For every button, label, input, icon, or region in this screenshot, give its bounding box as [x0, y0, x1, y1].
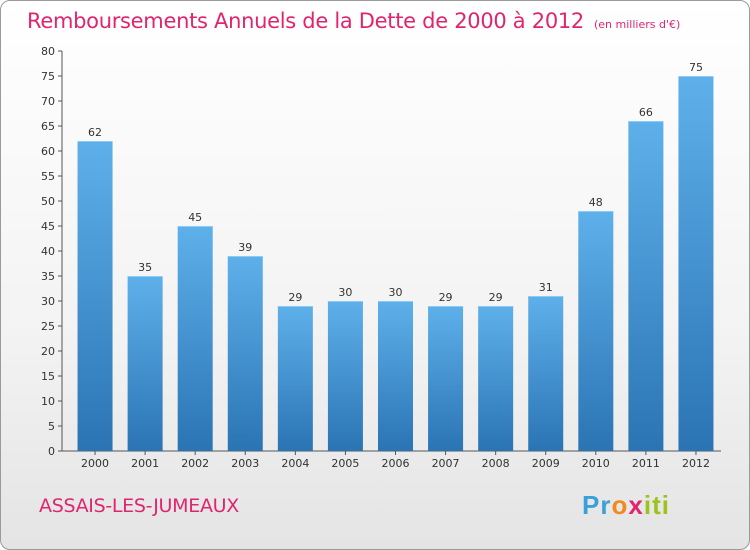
- y-tick-label: 15: [41, 370, 55, 383]
- proxiti-logo: Proxiti: [582, 490, 670, 521]
- y-tick-label: 20: [41, 345, 55, 358]
- chart-title: Remboursements Annuels de la Dette de 20…: [27, 9, 681, 33]
- bar: [327, 301, 363, 451]
- x-tick-label: 2010: [582, 457, 610, 470]
- bar: [378, 301, 413, 451]
- x-tick-label: 2007: [432, 457, 460, 470]
- y-tick-label: 50: [41, 195, 55, 208]
- data-label: 39: [238, 241, 252, 254]
- y-tick-label: 10: [41, 395, 55, 408]
- bar: [177, 226, 213, 451]
- bar: [77, 141, 113, 451]
- logo-letter: r: [600, 490, 612, 520]
- data-label: 29: [288, 291, 302, 304]
- data-label: 30: [389, 286, 403, 299]
- logo-letter: i: [661, 490, 670, 520]
- bar: [478, 306, 514, 451]
- x-tick-label: 2004: [281, 457, 309, 470]
- y-tick-label: 45: [41, 220, 55, 233]
- y-tick-label: 60: [41, 145, 55, 158]
- x-tick-label: 2001: [131, 457, 159, 470]
- data-label: 31: [539, 281, 553, 294]
- y-tick-label: 0: [48, 445, 55, 458]
- y-tick-label: 55: [41, 170, 55, 183]
- unit-label: (en milliers d'€): [594, 18, 681, 31]
- y-tick-label: 75: [41, 70, 55, 83]
- x-tick-label: 2006: [382, 457, 410, 470]
- data-label: 62: [88, 126, 102, 139]
- data-label: 75: [689, 61, 703, 74]
- data-label: 29: [439, 291, 453, 304]
- data-label: 35: [138, 261, 152, 274]
- y-tick-label: 25: [41, 320, 55, 333]
- bar: [127, 276, 163, 451]
- commune-name: ASSAIS-LES-JUMEAUX: [39, 495, 239, 517]
- bar: [227, 256, 263, 451]
- bar: [428, 306, 464, 451]
- data-label: 45: [188, 211, 202, 224]
- logo-letter: x: [628, 490, 644, 520]
- y-tick-label: 70: [41, 95, 55, 108]
- y-tick-label: 40: [41, 245, 55, 258]
- x-tick-label: 2000: [81, 457, 109, 470]
- x-tick-label: 2011: [632, 457, 660, 470]
- y-tick-label: 5: [48, 420, 55, 433]
- bar: [678, 76, 714, 451]
- data-label: 66: [639, 106, 653, 119]
- logo-letter: P: [582, 490, 601, 520]
- bar: [578, 211, 614, 451]
- x-tick-label: 2005: [331, 457, 359, 470]
- x-tick-label: 2012: [682, 457, 710, 470]
- data-label: 29: [489, 291, 503, 304]
- y-tick-label: 35: [41, 270, 55, 283]
- bar: [528, 296, 564, 451]
- data-label: 30: [338, 286, 352, 299]
- logo-letter: o: [611, 490, 629, 520]
- logo-letter: t: [652, 490, 662, 520]
- y-tick-label: 80: [41, 45, 55, 58]
- x-tick-label: 2002: [181, 457, 209, 470]
- bar: [628, 121, 664, 451]
- data-label: 48: [589, 196, 603, 209]
- x-tick-label: 2009: [532, 457, 560, 470]
- x-tick-label: 2003: [231, 457, 259, 470]
- bar: [277, 306, 313, 451]
- y-tick-label: 65: [41, 120, 55, 133]
- logo-letter: i: [643, 490, 653, 520]
- x-tick-label: 2008: [482, 457, 510, 470]
- y-tick-label: 30: [41, 295, 55, 308]
